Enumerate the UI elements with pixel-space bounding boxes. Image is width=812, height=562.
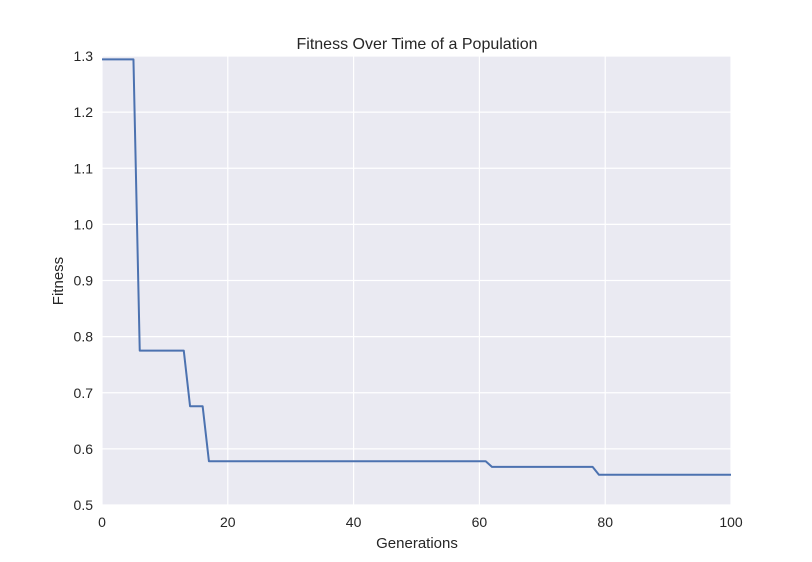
x-tick-labels: 0 20 40 60 80 100 [98,514,743,530]
x-tick-label: 0 [98,514,106,530]
y-tick-label: 0.7 [74,385,94,401]
y-tick-label: 0.6 [74,441,94,457]
x-tick-label: 60 [472,514,488,530]
x-tick-label: 80 [597,514,613,530]
y-tick-label: 0.5 [74,497,94,513]
y-tick-label: 0.9 [74,273,94,289]
chart-title: Fitness Over Time of a Population [297,36,538,53]
x-axis-label: Generations [376,535,458,552]
y-tick-label: 0.8 [74,329,94,345]
y-tick-labels: 0.5 0.6 0.7 0.8 0.9 1.0 1.1 1.2 1.3 [74,48,94,513]
y-tick-label: 1.1 [74,160,94,176]
x-tick-label: 20 [220,514,236,530]
y-tick-label: 1.3 [74,48,94,64]
y-tick-label: 1.2 [74,104,94,120]
x-tick-label: 40 [346,514,362,530]
series-layer [102,58,731,476]
fitness-series-line [102,58,731,476]
y-axis-label: Fitness [50,257,67,305]
x-tick-label: 100 [719,514,743,530]
y-tick-label: 1.0 [74,216,94,232]
